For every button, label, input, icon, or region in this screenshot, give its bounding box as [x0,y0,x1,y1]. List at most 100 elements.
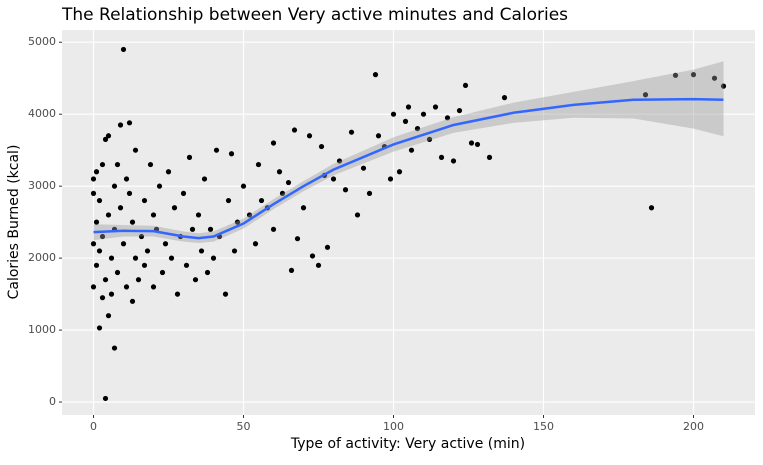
point [375,133,382,139]
point [207,226,214,232]
point [156,183,163,189]
point [366,190,373,196]
point [99,295,106,301]
point [132,147,139,153]
point [279,190,286,196]
smooth-line [93,97,724,240]
y-tick-label: 1000 [28,323,56,336]
point [309,253,316,259]
point [387,176,394,182]
point [276,169,283,175]
point [690,72,697,78]
point [129,298,136,304]
y-tick-label: 0 [49,395,56,408]
y-tick-label: 4000 [28,107,56,120]
point [150,284,157,290]
point [201,176,208,182]
point [117,205,124,211]
point [120,241,127,247]
point [192,277,199,283]
point [462,82,469,89]
panel [62,30,755,415]
y-axis-title: Calories Burned (kcal) [6,145,22,300]
point [171,205,178,211]
point [99,161,106,168]
point [360,165,367,171]
point [198,248,205,254]
point [105,313,112,319]
point [105,133,112,139]
point [432,104,439,110]
point [90,190,97,196]
point [390,111,397,117]
chart-title: The Relationship between Very active min… [61,5,568,25]
point [372,72,379,78]
point [330,176,337,182]
point [174,291,181,297]
point [468,140,475,146]
point [711,75,718,81]
point [162,241,169,247]
point [147,161,154,168]
point [402,118,409,124]
point [318,143,325,150]
point [96,197,103,204]
point [93,262,100,268]
point [288,267,295,273]
y-tick-label: 3000 [28,179,56,192]
point [438,154,445,160]
point [114,269,121,276]
point [291,127,298,133]
point [135,277,142,283]
point [354,212,361,218]
point [246,212,253,218]
x-tick-label: 0 [90,420,97,433]
point [111,183,118,189]
point [138,233,145,240]
x-tick-label: 150 [533,420,554,433]
point [102,136,109,142]
point [270,140,277,146]
point [210,255,217,261]
point [258,197,265,204]
point [315,262,322,268]
point [444,115,451,121]
point [126,190,133,196]
point [300,205,307,211]
y-tick-label: 5000 [28,35,56,48]
point [114,161,121,168]
point [222,291,229,297]
x-tick-label: 50 [237,420,251,433]
point [414,125,421,132]
point [501,95,508,101]
point [648,205,655,211]
x-axis-title: Type of activity: Very active (min) [290,436,525,452]
point [720,83,727,89]
point [294,236,301,242]
point [342,187,349,193]
point [144,248,151,254]
point [108,255,115,261]
point [165,169,172,175]
point [108,291,115,297]
point [456,107,463,114]
point [408,147,415,153]
point [183,262,190,268]
point [141,262,148,268]
point [90,176,97,182]
point [96,325,103,331]
point [120,46,127,53]
point [159,269,166,276]
point [396,169,403,175]
point [123,176,130,182]
point [141,197,148,204]
point [90,284,97,290]
point [474,141,481,148]
point [240,183,247,189]
point [180,190,187,196]
point [93,219,100,225]
point [189,226,196,232]
point [99,233,106,240]
point [93,169,100,175]
point [213,147,220,153]
